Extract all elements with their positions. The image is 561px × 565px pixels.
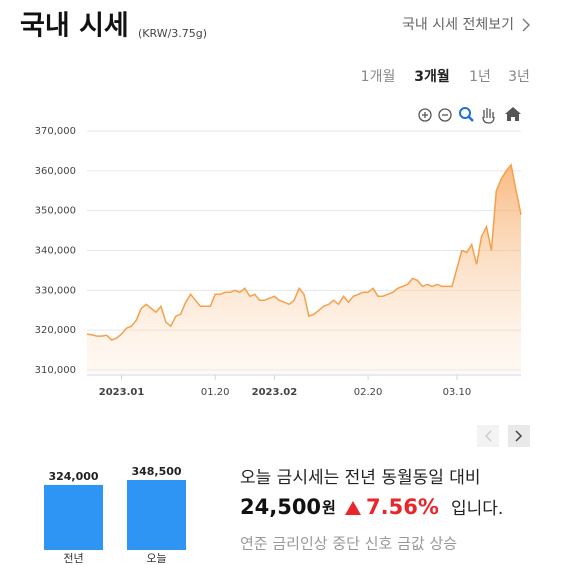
x-tick-label: 2023.02 bbox=[252, 387, 298, 398]
period-tab[interactable]: 1년 bbox=[469, 69, 491, 85]
summary-line: 오늘 금시세는 전년 동월동일 대비 bbox=[240, 468, 481, 488]
bar bbox=[127, 480, 186, 550]
next-button[interactable] bbox=[508, 425, 530, 447]
period-tab[interactable]: 3개월 bbox=[414, 68, 450, 85]
chart-toolbar bbox=[418, 107, 521, 124]
pager bbox=[477, 425, 530, 447]
y-tick-label: 360,000 bbox=[35, 166, 76, 177]
y-tick-label: 310,000 bbox=[35, 365, 76, 376]
y-tick-label: 330,000 bbox=[35, 285, 76, 296]
pan-button[interactable] bbox=[482, 108, 495, 124]
amount-unit: 원 bbox=[322, 499, 336, 517]
page-title: 국내 시세 bbox=[20, 11, 129, 42]
period-tab[interactable]: 1개월 bbox=[361, 69, 396, 85]
bar-category-label: 오늘 bbox=[146, 552, 166, 565]
period-tab[interactable]: 3년 bbox=[508, 69, 530, 85]
zoom-out-button[interactable] bbox=[438, 108, 452, 122]
x-tick-label: 02.20 bbox=[354, 387, 383, 398]
y-tick-label: 320,000 bbox=[35, 325, 76, 336]
x-tick-label: 01.20 bbox=[201, 387, 230, 398]
summary-suffix: 입니다. bbox=[451, 499, 503, 519]
area-fill bbox=[87, 164, 521, 375]
zoom-select-button[interactable] bbox=[459, 107, 474, 122]
y-tick-label: 370,000 bbox=[35, 126, 76, 137]
bar bbox=[44, 484, 103, 550]
unit-label: (KRW/3.75g) bbox=[138, 27, 207, 40]
summary: 오늘 금시세는 전년 동월동일 대비 24,500 원 7.56% 입니다. 연… bbox=[240, 468, 503, 553]
link-text[interactable]: 국내 시세 전체보기 bbox=[402, 17, 514, 33]
price-line bbox=[86, 163, 522, 341]
change-amount: 24,500 bbox=[240, 495, 321, 519]
period-tabs: 1개월 3개월 1년 3년 bbox=[361, 68, 530, 85]
zoom-in-button[interactable] bbox=[418, 108, 432, 122]
up-arrow-icon bbox=[345, 501, 361, 515]
y-tick-label: 340,000 bbox=[35, 246, 76, 257]
reset-button[interactable] bbox=[505, 107, 521, 121]
bar-value-label: 324,000 bbox=[48, 470, 98, 483]
view-all-link[interactable]: 국내 시세 전체보기 bbox=[402, 17, 530, 33]
bar-value-label: 348,500 bbox=[131, 465, 181, 478]
y-tick-label: 350,000 bbox=[35, 206, 76, 217]
x-tick-label: 03.10 bbox=[443, 387, 472, 398]
price-chart: 310,000 320,000 330,000 340,000 350,000 360,0… bbox=[35, 126, 522, 398]
bar-category-label: 전년 bbox=[63, 552, 83, 565]
compare-chart: 324,000 전년 348,500 오늘 bbox=[44, 465, 186, 565]
chevron-icon bbox=[522, 18, 530, 32]
prev-icon bbox=[484, 430, 492, 442]
prev-button[interactable] bbox=[477, 425, 499, 447]
x-tick-label: 2023.01 bbox=[99, 387, 145, 398]
news-note: 연준 금리인상 중단 신호 금값 상승 bbox=[240, 535, 457, 553]
change-percent: 7.56% bbox=[366, 495, 439, 519]
next-icon bbox=[515, 430, 523, 442]
